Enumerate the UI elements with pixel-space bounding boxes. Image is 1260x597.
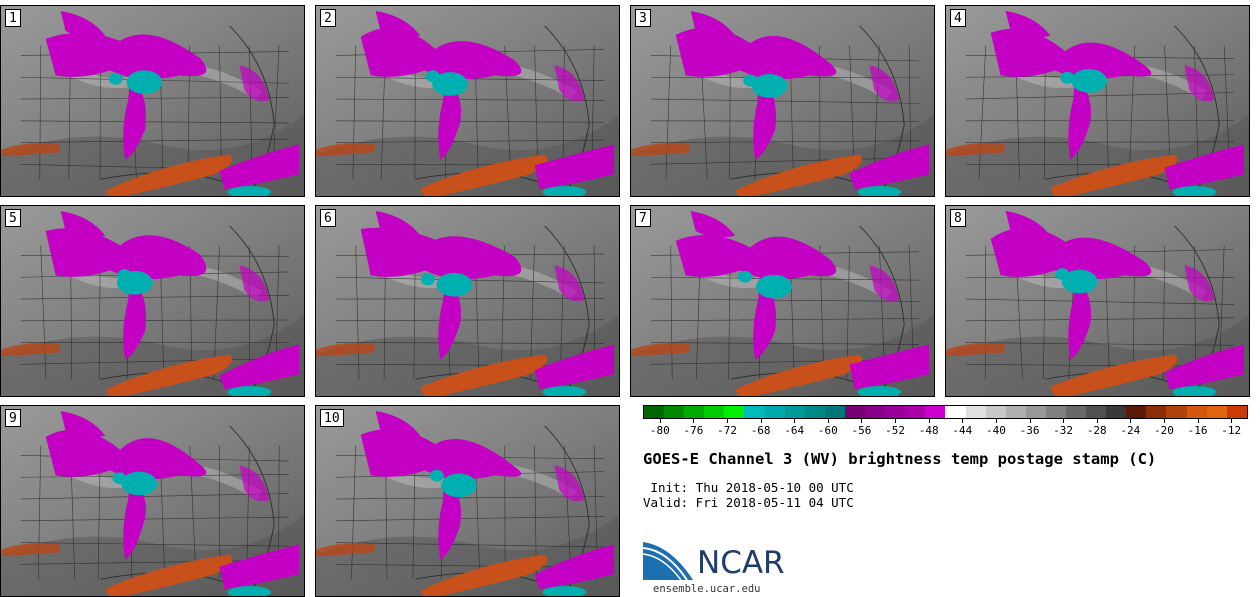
colorbar-tick-mark [1130,419,1132,423]
colorbar-tick-mark [827,419,829,423]
colorbar-swatch [704,406,725,418]
panel-number-label: 2 [320,9,336,27]
colorbar-tick-label: -72 [717,424,737,437]
colorbar-swatch [885,406,906,418]
colorbar-tick-mark [1197,419,1199,423]
colorbar-swatch [1226,406,1247,418]
panel-number-label: 9 [5,409,21,427]
colorbar-tick-mark [760,419,762,423]
colorbar-tick-label: -60 [817,424,838,437]
colorbar-tick-label: -52 [885,424,906,437]
colorbar-swatch [744,406,765,418]
colorbar-tick-label: -44 [952,424,973,437]
colorbar-tick-label: -32 [1053,424,1074,437]
colorbar-tick-mark [693,419,695,423]
valid-time: Valid: Fri 2018-05-11 04 UTC [643,495,854,510]
ensemble-member-panel: 4 [945,5,1250,197]
colorbar-swatch [784,406,805,418]
colorbar-swatch [644,406,665,418]
init-time: Init: Thu 2018-05-10 00 UTC [643,480,854,495]
panel-number-label: 8 [950,209,966,227]
colorbar-swatch [764,406,785,418]
colorbar-tick-label: -20 [1154,424,1174,437]
colorbar-tick-mark [1096,419,1098,423]
colorbar-tick-mark [928,419,930,423]
panel-number-label: 10 [320,409,344,427]
colorbar-swatch [684,406,705,418]
colorbar-swatch [804,406,825,418]
colorbar-swatch [1146,406,1167,418]
colorbar-tick-mark [1063,419,1065,423]
colorbar-swatch [664,406,685,418]
colorbar-tick-mark [1231,419,1233,423]
colorbar-tick-mark [962,419,964,423]
ensemble-member-panel: 5 [0,205,305,397]
colorbar-tick-label: -68 [750,424,771,437]
colorbar-tick-label: -16 [1187,424,1208,437]
colorbar-tick-label: -24 [1120,424,1141,437]
colorbar-tick-label: -36 [1019,424,1040,437]
panel-number-label: 7 [635,209,651,227]
colorbar-tick-mark [794,419,796,423]
colorbar-swatch [945,406,966,418]
colorbar-swatch [985,406,1006,418]
logo-text: NCAR [697,545,785,581]
colorbar-swatch [1005,406,1026,418]
colorbar [643,405,1248,419]
panel-number-label: 4 [950,9,966,27]
logo-url: ensemble.ucar.edu [653,583,761,595]
ensemble-member-panel: 8 [945,205,1250,397]
colorbar-tick-mark [895,419,897,423]
colorbar-swatch [1166,406,1187,418]
ensemble-member-panel: 9 [0,405,305,597]
colorbar-tick-label: -64 [784,424,805,437]
colorbar-swatch [824,406,845,418]
panel-number-label: 5 [5,209,21,227]
colorbar-swatch [865,406,886,418]
colorbar-tick-mark [1163,419,1165,423]
colorbar-tick-mark [659,419,661,423]
colorbar-tick-label: -48 [918,424,939,437]
colorbar-tick-label: -28 [1086,424,1107,437]
ensemble-member-panel: 2 [315,5,620,197]
ensemble-member-panel: 6 [315,205,620,397]
colorbar-swatch [925,406,946,418]
colorbar-tick-label: -76 [683,424,704,437]
colorbar-ticks: -80 -76 -72 -68 -64 -60 -56 -52 -48 -44 -40 -36 -32-… [643,419,1248,441]
colorbar-tick-label: -56 [851,424,872,437]
colorbar-swatch [1086,406,1107,418]
colorbar-swatch [1126,406,1147,418]
ncar-logo-icon [643,542,693,581]
colorbar-tick-label: -80 [649,424,670,437]
colorbar-swatch [965,406,986,418]
colorbar-tick-mark [727,419,729,423]
colorbar-swatch [1025,406,1046,418]
colorbar-tick-label: -40 [985,424,1006,437]
colorbar-swatch [1206,406,1227,418]
colorbar-swatch [724,406,745,418]
colorbar-swatch [1045,406,1066,418]
colorbar-swatch [905,406,926,418]
panel-number-label: 6 [320,209,336,227]
colorbar-tick-label: -12 [1221,424,1242,437]
colorbar-tick-mark [995,419,997,423]
chart-title: GOES-E Channel 3 (WV) brightness temp po… [643,450,1157,468]
colorbar-tick-mark [1029,419,1031,423]
panel-number-label: 3 [635,9,651,27]
ensemble-member-panel: 3 [630,5,935,197]
panel-number-label: 1 [5,9,21,27]
colorbar-swatch [844,406,866,418]
colorbar-swatch [1106,406,1127,418]
colorbar-swatch [1186,406,1207,418]
ensemble-member-panel: 7 [630,205,935,397]
ensemble-member-panel: 1 [0,5,305,197]
ensemble-member-panel: 10 [315,405,620,597]
colorbar-swatch [1065,406,1087,418]
colorbar-tick-mark [861,419,863,423]
